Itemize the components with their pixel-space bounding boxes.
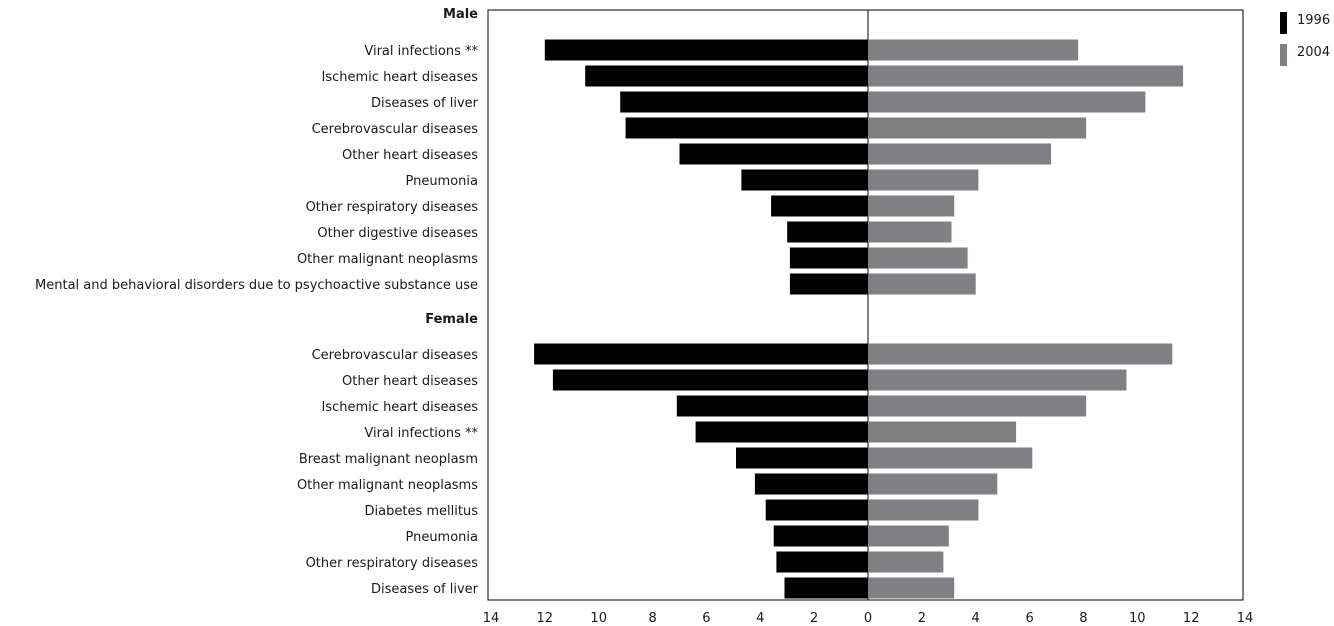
x-tick-label: 6 [702, 611, 710, 626]
bar-1996 [789, 247, 868, 269]
category-label: Viral infections ** [364, 44, 478, 59]
legend-swatch-1996 [1280, 12, 1287, 34]
group-title: Male [443, 7, 478, 22]
bar-2004 [868, 65, 1184, 87]
bar-2004 [868, 117, 1087, 139]
x-tick-label: 2 [810, 611, 818, 626]
bar-1996 [679, 143, 868, 165]
category-label: Ischemic heart diseases [322, 400, 479, 415]
category-label: Diseases of liver [371, 582, 479, 597]
bar-2004 [868, 421, 1017, 443]
bar-1996 [784, 577, 868, 599]
bar-1996 [787, 221, 868, 243]
category-label: Mental and behavioral disorders due to p… [35, 278, 478, 293]
category-label: Other digestive diseases [317, 226, 478, 241]
bar-2004 [868, 195, 955, 217]
bar-1996 [534, 343, 868, 365]
category-label: Other respiratory diseases [306, 556, 479, 571]
category-label: Pneumonia [405, 174, 478, 189]
x-axis-ticks-layer: 14 12 10 8 6 4 2 0 2 4 6 8 10 12 14 [483, 611, 1254, 626]
category-label: Other malignant neoplasms [297, 478, 478, 493]
category-label: Other malignant neoplasms [297, 252, 478, 267]
x-tick-label: 4 [972, 611, 980, 626]
bar-1996 [765, 499, 868, 521]
x-tick-label: 14 [483, 611, 500, 626]
x-tick-label: 2 [918, 611, 926, 626]
x-tick-label: 14 [1237, 611, 1254, 626]
bars-layer [534, 39, 1184, 599]
category-label: Other heart diseases [342, 374, 478, 389]
category-label: Cerebrovascular diseases [312, 122, 479, 137]
bar-2004 [868, 169, 979, 191]
legend: 1996 2004 [1280, 12, 1330, 66]
bar-2004 [868, 343, 1173, 365]
bar-2004 [868, 447, 1033, 469]
bar-1996 [620, 91, 868, 113]
category-label: Other respiratory diseases [306, 200, 479, 215]
bar-1996 [695, 421, 868, 443]
category-label: Ischemic heart diseases [322, 70, 479, 85]
bar-2004 [868, 499, 979, 521]
bar-1996 [754, 473, 868, 495]
x-tick-label: 8 [648, 611, 656, 626]
bar-2004 [868, 91, 1146, 113]
plot-frame [487, 9, 1244, 601]
bar-1996 [789, 273, 868, 295]
bar-1996 [771, 195, 868, 217]
x-tick-label: 10 [1129, 611, 1146, 626]
group-title: Female [425, 312, 478, 327]
bar-1996 [552, 369, 868, 391]
x-tick-label: 8 [1079, 611, 1087, 626]
bar-1996 [776, 551, 868, 573]
legend-label: 1996 [1297, 13, 1330, 28]
bar-1996 [585, 65, 868, 87]
bar-2004 [868, 221, 952, 243]
bar-2004 [868, 551, 944, 573]
legend-label: 2004 [1297, 45, 1330, 60]
bar-2004 [868, 525, 949, 547]
bar-1996 [676, 395, 868, 417]
category-label: Diabetes mellitus [365, 504, 479, 519]
bar-2004 [868, 369, 1127, 391]
category-label: Viral infections ** [364, 426, 478, 441]
bar-1996 [741, 169, 868, 191]
bar-2004 [868, 395, 1087, 417]
x-tick-label: 4 [756, 611, 764, 626]
bar-2004 [868, 577, 955, 599]
category-label: Cerebrovascular diseases [312, 348, 479, 363]
bar-1996 [625, 117, 868, 139]
bar-2004 [868, 39, 1079, 61]
category-label: Pneumonia [405, 530, 478, 545]
legend-swatch-2004 [1280, 44, 1287, 66]
x-tick-label: 0 [864, 611, 872, 626]
bar-2004 [868, 143, 1052, 165]
bar-2004 [868, 473, 998, 495]
bar-1996 [773, 525, 868, 547]
x-tick-label: 12 [1183, 611, 1200, 626]
bar-1996 [544, 39, 868, 61]
bar-2004 [868, 247, 968, 269]
bar-2004 [868, 273, 976, 295]
x-tick-label: 6 [1025, 611, 1033, 626]
bar-1996 [736, 447, 868, 469]
category-label: Diseases of liver [371, 96, 479, 111]
category-label: Other heart diseases [342, 148, 478, 163]
x-tick-label: 10 [590, 611, 607, 626]
category-labels-layer: Male Viral infections ** Ischemic heart di… [35, 7, 479, 597]
category-label: Breast malignant neoplasm [299, 452, 478, 467]
x-tick-label: 12 [537, 611, 554, 626]
